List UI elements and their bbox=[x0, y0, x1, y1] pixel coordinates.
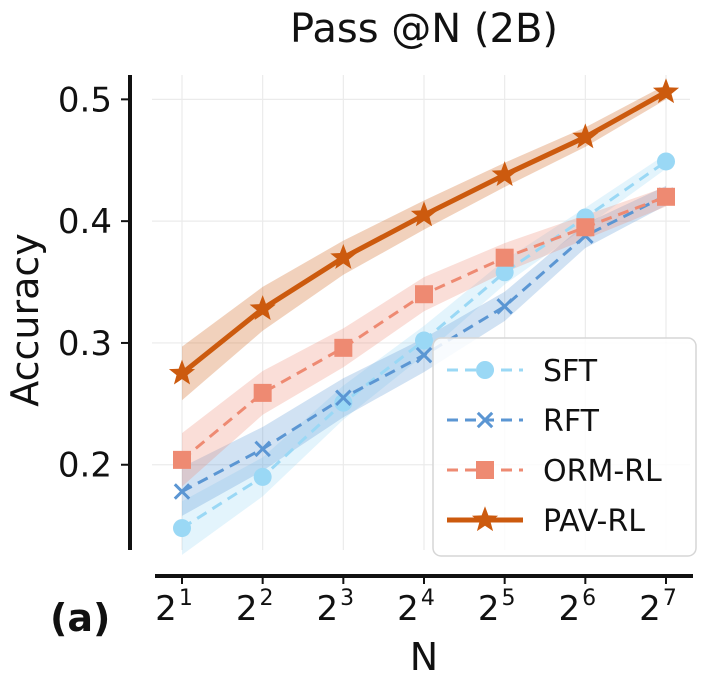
data-point bbox=[476, 361, 494, 379]
data-point bbox=[253, 383, 272, 402]
data-point bbox=[410, 201, 438, 227]
data-point bbox=[415, 331, 433, 350]
legend-label: ORM-RL bbox=[543, 454, 662, 489]
legend-label: PAV-RL bbox=[543, 504, 645, 539]
y-tick-label: 0.3 bbox=[58, 324, 112, 364]
y-tick-label: 0.5 bbox=[58, 80, 112, 120]
data-point bbox=[476, 461, 494, 479]
data-point bbox=[496, 298, 513, 315]
data-point bbox=[495, 263, 514, 282]
x-ticks: 21 22 23 24 25 26 27 bbox=[155, 576, 677, 629]
data-point bbox=[652, 78, 680, 104]
data-point bbox=[254, 440, 271, 458]
x-tick-label: 22 bbox=[236, 586, 274, 629]
legend-label: RFT bbox=[543, 404, 600, 439]
legend-item-sft: SFT bbox=[447, 354, 598, 389]
x-axis-label: N bbox=[410, 635, 438, 679]
x-tick-label: 25 bbox=[478, 586, 516, 629]
band-orm-rl bbox=[182, 187, 666, 487]
y-tick-label: 0.4 bbox=[58, 202, 112, 242]
band-pav-rl bbox=[182, 84, 666, 401]
data-point bbox=[173, 450, 191, 469]
y-tick-label: 0.2 bbox=[58, 446, 112, 486]
data-point bbox=[657, 152, 675, 171]
band-rft bbox=[182, 185, 666, 516]
x-tick-label: 26 bbox=[559, 586, 597, 629]
x-tick-label: 21 bbox=[155, 586, 193, 629]
legend: SFT RFT ORM-RL PAV-RL bbox=[432, 337, 697, 557]
x-tick-label: 23 bbox=[317, 586, 355, 629]
series-markers bbox=[168, 78, 680, 538]
legend-label: SFT bbox=[543, 354, 598, 389]
y-ticks: 0.2 0.3 0.4 0.5 bbox=[58, 80, 130, 486]
y-axis-label: Accuracy bbox=[3, 233, 47, 407]
data-point bbox=[168, 359, 196, 385]
data-point bbox=[657, 187, 675, 206]
x-tick-label: 24 bbox=[397, 586, 435, 629]
data-point bbox=[334, 338, 353, 357]
panel-label: (a) bbox=[50, 596, 110, 640]
data-point bbox=[476, 411, 494, 429]
legend-frame bbox=[432, 337, 697, 557]
data-point bbox=[491, 161, 518, 186]
data-point bbox=[415, 285, 433, 304]
data-point bbox=[249, 295, 276, 320]
data-point bbox=[495, 248, 514, 267]
data-point bbox=[415, 346, 433, 364]
legend-item-rft: RFT bbox=[447, 404, 600, 439]
data-point bbox=[330, 243, 357, 269]
legend-item-orm-rl: ORM-RL bbox=[447, 454, 662, 489]
data-point bbox=[335, 389, 352, 407]
data-point bbox=[253, 467, 272, 486]
data-point bbox=[173, 519, 191, 538]
data-point bbox=[576, 218, 595, 237]
x-tick-label: 27 bbox=[639, 586, 677, 629]
chart-title: Pass @N (2B) bbox=[290, 6, 558, 52]
data-point bbox=[572, 123, 599, 149]
legend-item-pav-rl: PAV-RL bbox=[447, 504, 645, 539]
data-point bbox=[471, 506, 499, 532]
data-point bbox=[334, 393, 353, 412]
data-point bbox=[173, 483, 191, 500]
